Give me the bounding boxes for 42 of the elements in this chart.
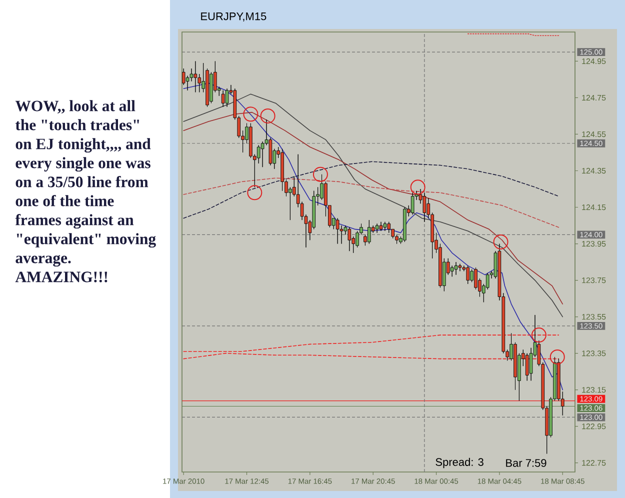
candlestick	[422, 192, 426, 222]
candlestick	[383, 222, 387, 232]
candlestick	[368, 220, 371, 244]
y-tick-label: 124.95	[582, 58, 606, 64]
point	[260, 108, 276, 124]
point	[493, 234, 508, 250]
candlestick	[379, 222, 383, 232]
y-tick-label: 122.75	[582, 460, 606, 466]
candlestick	[458, 264, 462, 272]
point	[247, 185, 262, 200]
candlestick	[403, 207, 406, 242]
candlestick	[375, 223, 379, 234]
y-tick-label: 123.75	[582, 277, 606, 284]
point	[550, 349, 565, 364]
line-series	[183, 161, 560, 219]
y-tick-label: 124.35	[582, 168, 606, 174]
y-tick-label: 124.55	[582, 131, 606, 138]
y-tick-label: 123.35	[582, 350, 606, 356]
point	[243, 106, 258, 122]
y-tick-label: 122.95	[582, 424, 606, 430]
point	[410, 180, 426, 195]
line-series	[183, 178, 560, 228]
candlestick	[194, 60, 198, 92]
y-tick-label: 123.95	[582, 240, 606, 247]
chart-title: EURJPY,M15	[201, 12, 266, 22]
y-tick-label: 124.15	[582, 204, 606, 210]
candlestick	[410, 192, 414, 215]
candlestick	[336, 218, 340, 244]
y-tick-label: 123.15	[582, 387, 606, 393]
point	[312, 166, 328, 182]
y-tick-label: 123.55	[582, 314, 606, 320]
candlestick	[348, 227, 352, 252]
candlestick	[221, 90, 225, 108]
y-tick-label: 124.75	[582, 94, 606, 101]
candlestick	[466, 265, 470, 284]
candlestick	[225, 88, 229, 108]
annotation: Bar 7:59	[506, 459, 546, 467]
line-series	[183, 82, 564, 390]
annotation: Spread: 3	[436, 458, 484, 468]
point	[531, 328, 546, 343]
candlestick	[454, 262, 458, 276]
text: WOW,, look at all the "touch trades" on EJ tonight,,,, and every single one was on a 35/50 line from one of the time frames against an "equivalent" moving average. AMAZING!!!	[15, 100, 156, 282]
